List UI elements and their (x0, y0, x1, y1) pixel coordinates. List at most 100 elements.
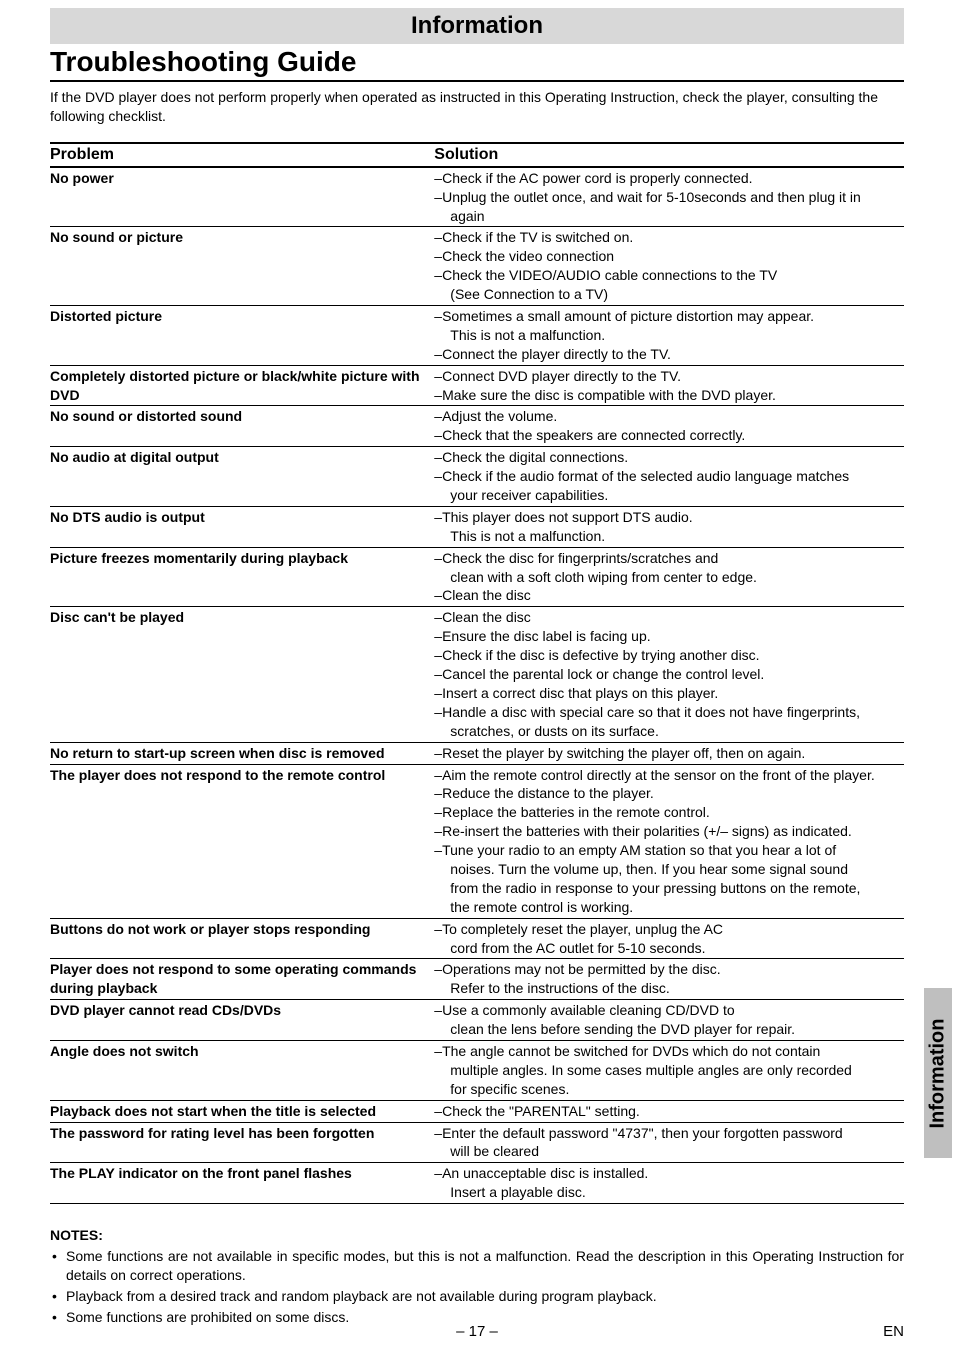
solution-line: –Reduce the distance to the player. (434, 784, 904, 803)
solution-cell: –Check the disc for fingerprints/scratch… (434, 547, 904, 607)
solution-line: –Connect DVD player directly to the TV. (434, 367, 904, 386)
solution-line: –Enter the default password "4737", then… (434, 1124, 904, 1143)
solution-cell: –Adjust the volume.–Check that the speak… (434, 406, 904, 447)
problem-cell: The player does not respond to the remot… (50, 764, 434, 918)
solution-line: –Cancel the parental lock or change the … (434, 665, 904, 684)
solution-cell: –To completely reset the player, unplug … (434, 918, 904, 959)
problem-cell: DVD player cannot read CDs/DVDs (50, 1000, 434, 1041)
solution-line: noises. Turn the volume up, then. If you… (434, 860, 904, 879)
solution-line: the remote control is working. (434, 898, 904, 917)
solution-line: –Check the "PARENTAL" setting. (434, 1102, 904, 1121)
solution-cell: –Operations may not be permitted by the … (434, 959, 904, 1000)
solution-cell: –Enter the default password "4737", then… (434, 1122, 904, 1163)
solution-line: your receiver capabilities. (434, 486, 904, 505)
solution-line: –Handle a disc with special care so that… (434, 703, 904, 722)
page-title: Troubleshooting Guide (50, 46, 904, 80)
solution-line: –Clean the disc (434, 586, 904, 605)
solution-line: –Check if the AC power cord is properly … (434, 169, 904, 188)
solution-line: –Check if the TV is switched on. (434, 228, 904, 247)
solution-cell: –Sometimes a small amount of picture dis… (434, 306, 904, 366)
col-header-solution: Solution (434, 143, 904, 167)
solution-cell: –The angle cannot be switched for DVDs w… (434, 1040, 904, 1100)
table-row: Picture freezes momentarily during playb… (50, 547, 904, 607)
title-row: Troubleshooting Guide (50, 46, 904, 82)
problem-cell: No DTS audio is output (50, 506, 434, 547)
intro-paragraph: If the DVD player does not perform prope… (50, 88, 904, 126)
solution-cell: –This player does not support DTS audio.… (434, 506, 904, 547)
troubleshooting-table: Problem Solution No power–Check if the A… (50, 142, 904, 1204)
table-row: No sound or picture–Check if the TV is s… (50, 227, 904, 306)
table-row: The player does not respond to the remot… (50, 764, 904, 918)
table-row: Disc can't be played–Clean the disc–Ensu… (50, 607, 904, 742)
problem-cell: Picture freezes momentarily during playb… (50, 547, 434, 607)
problem-cell: Angle does not switch (50, 1040, 434, 1100)
problem-cell: Player does not respond to some operatin… (50, 959, 434, 1000)
solution-line: –Make sure the disc is compatible with t… (434, 386, 904, 405)
problem-cell: No return to start-up screen when disc i… (50, 742, 434, 764)
solution-line: –Reset the player by switching the playe… (434, 744, 904, 763)
solution-line: –Aim the remote control directly at the … (434, 766, 904, 785)
problem-cell: Buttons do not work or player stops resp… (50, 918, 434, 959)
solution-line: Insert a playable disc. (434, 1183, 904, 1202)
solution-cell: –Check the digital connections.–Check if… (434, 447, 904, 507)
solution-line: –An unacceptable disc is installed. (434, 1164, 904, 1183)
solution-line: –This player does not support DTS audio. (434, 508, 904, 527)
solution-line: –Check the digital connections. (434, 448, 904, 467)
table-row: Angle does not switch–The angle cannot b… (50, 1040, 904, 1100)
solution-line: This is not a malfunction. (434, 527, 904, 546)
problem-cell: Disc can't be played (50, 607, 434, 742)
solution-line: (See Connection to a TV) (434, 285, 904, 304)
solution-line: –Check that the speakers are connected c… (434, 426, 904, 445)
solution-line: –Tune your radio to an empty AM station … (434, 841, 904, 860)
solution-line: will be cleared (434, 1142, 904, 1161)
problem-cell: Completely distorted picture or black/wh… (50, 365, 434, 406)
table-row: Buttons do not work or player stops resp… (50, 918, 904, 959)
table-row: No return to start-up screen when disc i… (50, 742, 904, 764)
solution-cell: –Clean the disc–Ensure the disc label is… (434, 607, 904, 742)
table-row: Player does not respond to some operatin… (50, 959, 904, 1000)
table-row: The password for rating level has been f… (50, 1122, 904, 1163)
table-row: No sound or distorted sound–Adjust the v… (50, 406, 904, 447)
solution-line: Refer to the instructions of the disc. (434, 979, 904, 998)
table-row: The PLAY indicator on the front panel fl… (50, 1163, 904, 1204)
notes-title: NOTES: (50, 1226, 904, 1245)
solution-cell: –Connect DVD player directly to the TV.–… (434, 365, 904, 406)
solution-line: –Clean the disc (434, 608, 904, 627)
table-row: No DTS audio is output–This player does … (50, 506, 904, 547)
note-item: Some functions are not available in spec… (50, 1247, 904, 1285)
problem-cell: No sound or distorted sound (50, 406, 434, 447)
problem-cell: No audio at digital output (50, 447, 434, 507)
solution-line: –Operations may not be permitted by the … (434, 960, 904, 979)
side-tab: Information (924, 988, 952, 1158)
table-row: No audio at digital output–Check the dig… (50, 447, 904, 507)
table-row: Playback does not start when the title i… (50, 1100, 904, 1122)
solution-line: This is not a malfunction. (434, 326, 904, 345)
solution-line: –Check the VIDEO/AUDIO cable connections… (434, 266, 904, 285)
page-number: – 17 – (50, 1323, 904, 1340)
solution-line: –Replace the batteries in the remote con… (434, 803, 904, 822)
problem-cell: No power (50, 167, 434, 227)
solution-line: multiple angles. In some cases multiple … (434, 1061, 904, 1080)
solution-line: –The angle cannot be switched for DVDs w… (434, 1042, 904, 1061)
solution-line: –Adjust the volume. (434, 407, 904, 426)
solution-line: –Check if the disc is defective by tryin… (434, 646, 904, 665)
col-header-problem: Problem (50, 143, 434, 167)
note-item: Playback from a desired track and random… (50, 1287, 904, 1306)
solution-cell: –Reset the player by switching the playe… (434, 742, 904, 764)
solution-line: scratches, or dusts on its surface. (434, 722, 904, 741)
solution-line: –Check if the audio format of the select… (434, 467, 904, 486)
solution-line: –Connect the player directly to the TV. (434, 345, 904, 364)
solution-cell: –Check if the AC power cord is properly … (434, 167, 904, 227)
table-row: No power–Check if the AC power cord is p… (50, 167, 904, 227)
side-tab-label: Information (927, 1018, 950, 1128)
solution-line: –Sometimes a small amount of picture dis… (434, 307, 904, 326)
solution-line: –Check the video connection (434, 247, 904, 266)
problem-cell: The password for rating level has been f… (50, 1122, 434, 1163)
table-row: DVD player cannot read CDs/DVDs–Use a co… (50, 1000, 904, 1041)
page-footer: – 17 – EN (50, 1323, 904, 1340)
solution-line: –To completely reset the player, unplug … (434, 920, 904, 939)
solution-line: again (434, 207, 904, 226)
solution-line: –Unplug the outlet once, and wait for 5-… (434, 188, 904, 207)
solution-cell: –Check if the TV is switched on.–Check t… (434, 227, 904, 306)
solution-line: clean the lens before sending the DVD pl… (434, 1020, 904, 1039)
